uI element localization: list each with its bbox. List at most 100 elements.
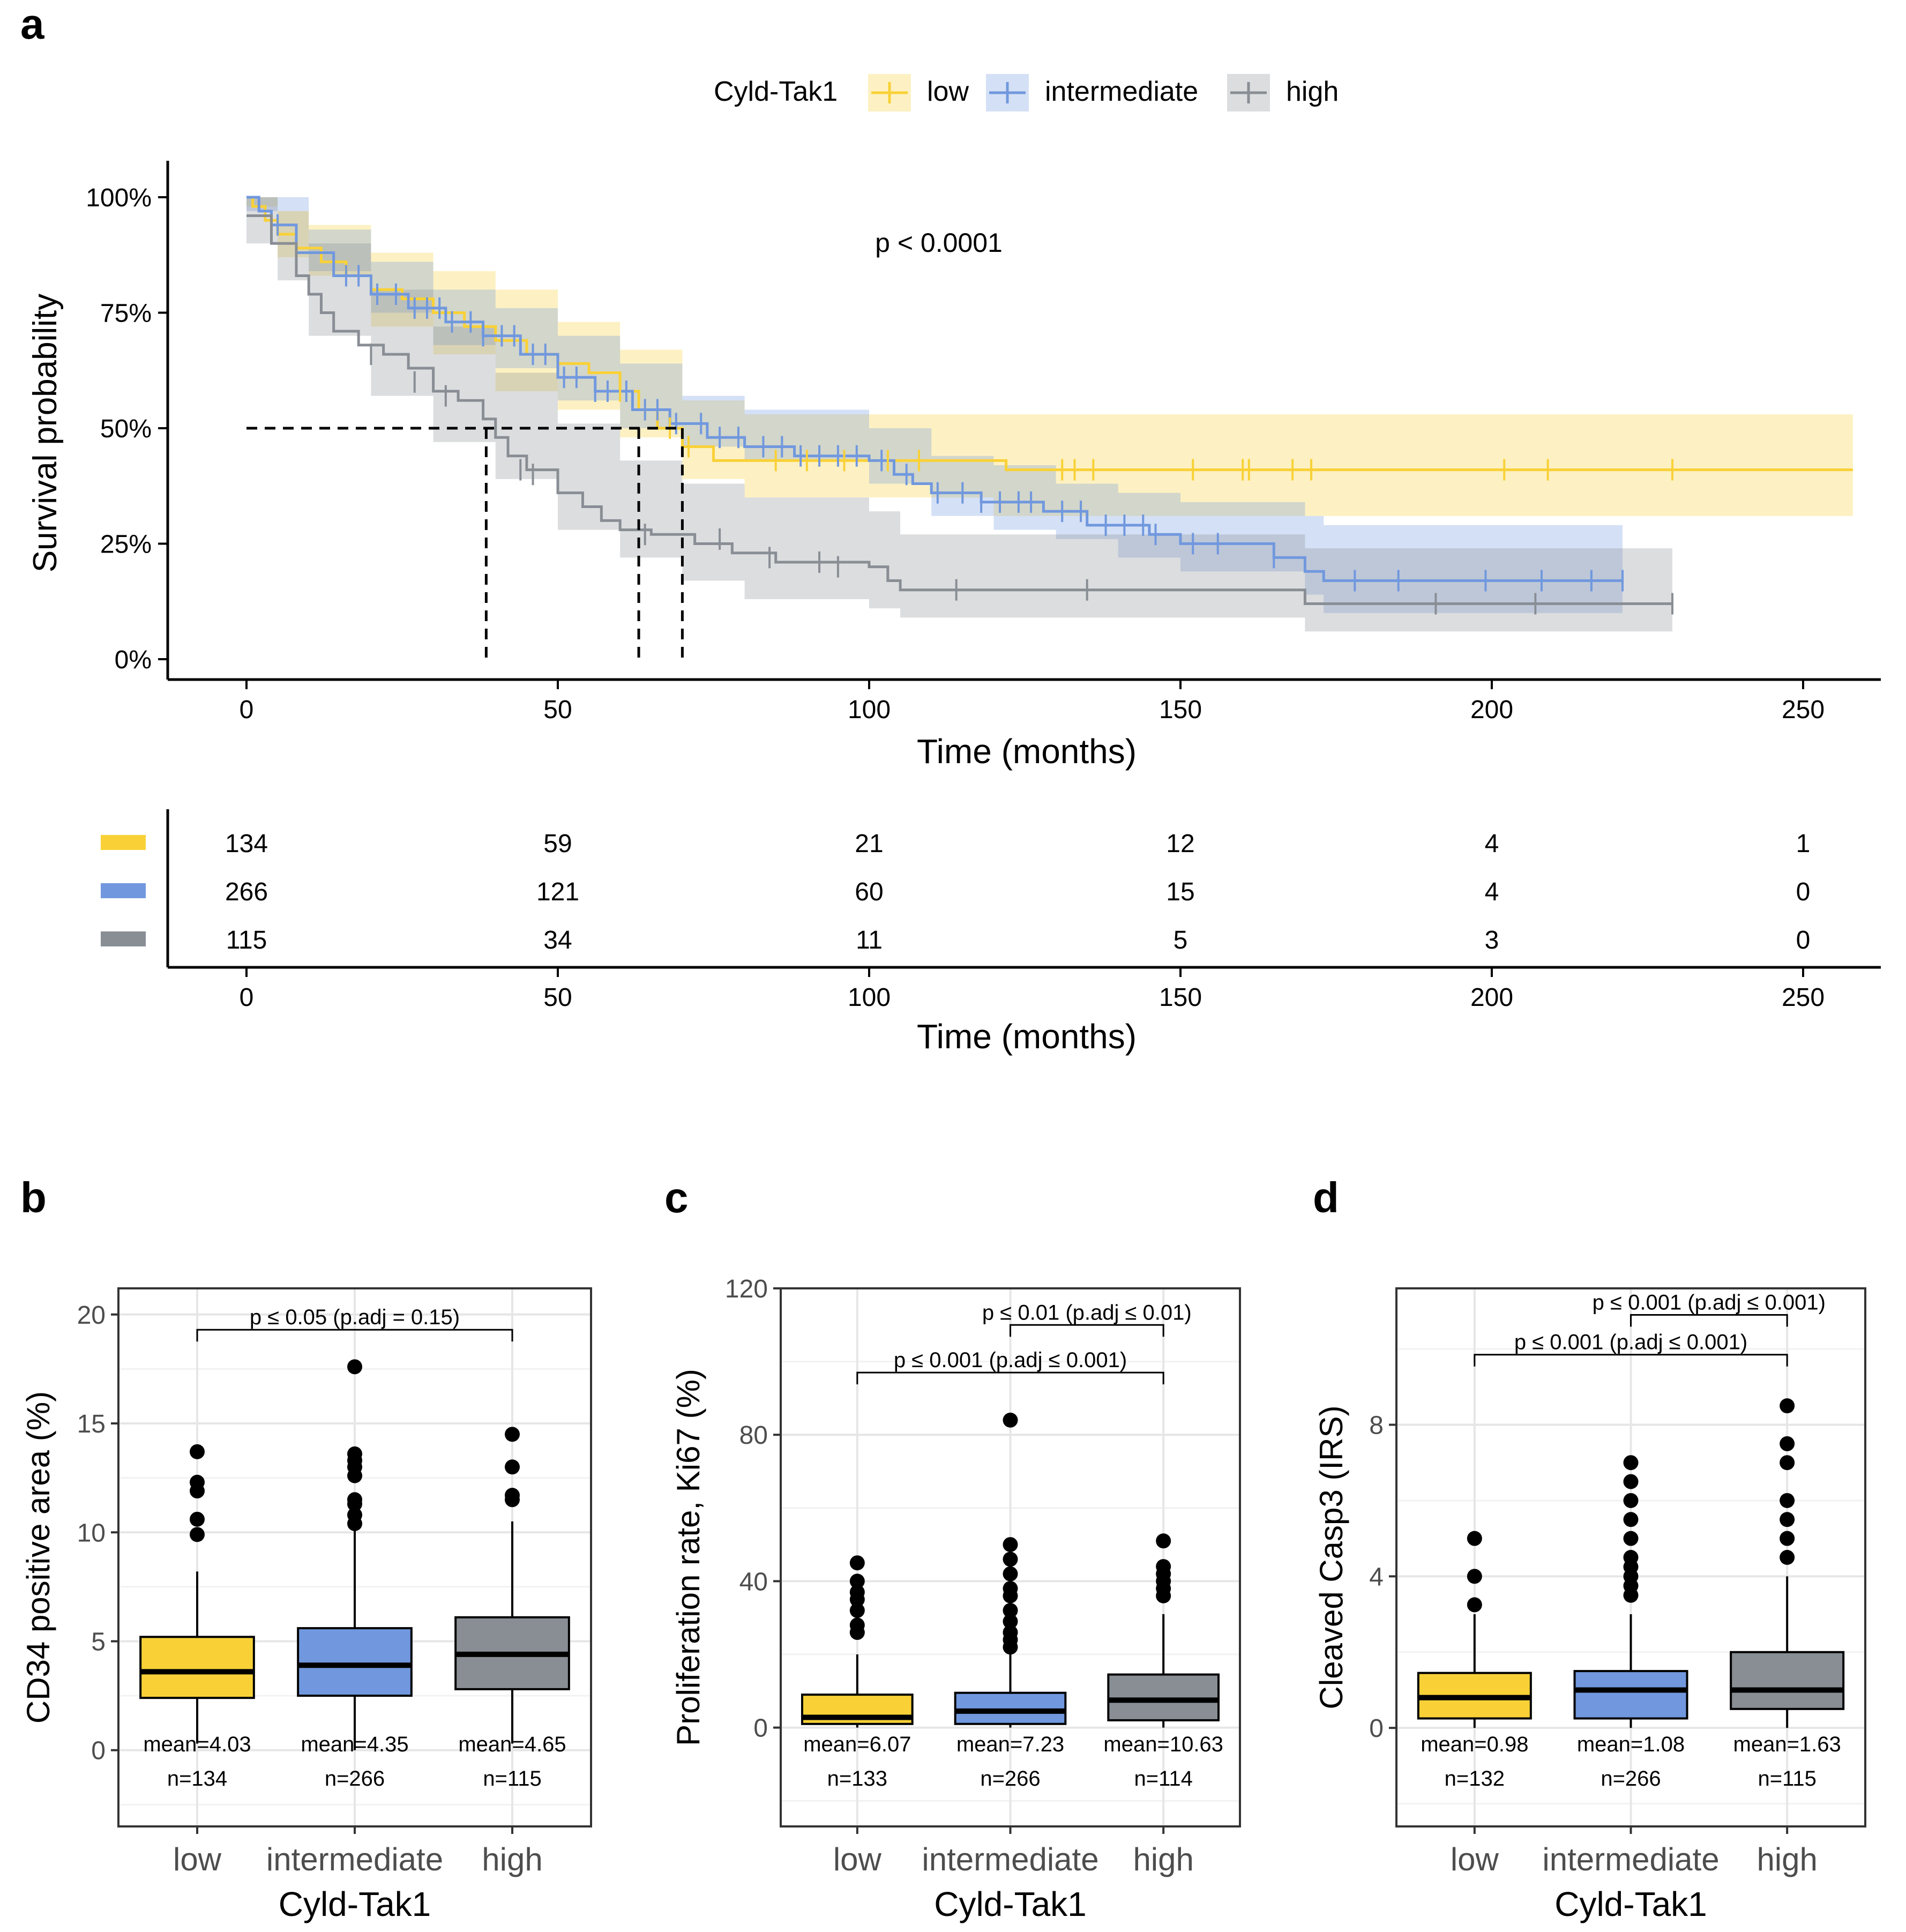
outlier-point-low	[190, 1474, 205, 1490]
outlier-point-intermediate	[1003, 1625, 1018, 1640]
outlier-point-intermediate	[347, 1359, 362, 1375]
y-tick-label: 0	[753, 1714, 768, 1743]
risk-table-cell: 4	[1485, 878, 1499, 906]
mean-label-high: mean=1.63	[1733, 1733, 1841, 1756]
outlier-point-high	[1780, 1512, 1795, 1527]
boxplot-panel-c: mean=6.07 n=133 mean=7.23 n=266 mean=10.63 n=…	[670, 1275, 1241, 1923]
outlier-point-intermediate	[1623, 1550, 1639, 1565]
risk-table-x-tick-label: 50	[543, 983, 572, 1012]
box-high	[1730, 1651, 1845, 1710]
mean-label-low: mean=4.03	[143, 1733, 251, 1756]
risk-table-xlabel: Time (months)	[917, 1017, 1137, 1056]
outlier-point-low	[849, 1603, 865, 1618]
y-tick-label: 40	[739, 1568, 768, 1596]
y-tick-label: 0	[1369, 1714, 1384, 1743]
significance-label: p ≤ 0.01 (p.adj ≤ 0.01)	[982, 1301, 1192, 1324]
significance-bracket	[1630, 1314, 1788, 1327]
risk-table-cell: 1	[1796, 830, 1811, 858]
x-category-label-high: high	[1756, 1841, 1817, 1877]
significance-bracket	[856, 1371, 1164, 1385]
y-tick-label: 80	[739, 1421, 768, 1450]
y-tick-label: 20	[77, 1301, 106, 1330]
outlier-point-high	[505, 1488, 520, 1503]
outlier-point-intermediate	[1003, 1412, 1018, 1428]
y-tick-label: 4	[1369, 1563, 1384, 1591]
x-tick-label: 50	[543, 696, 572, 724]
x-axis-title: Cyld-Tak1	[934, 1885, 1087, 1923]
legend: Cyld-Tak1 low intermediate high	[714, 74, 1339, 111]
risk-table-cell: 115	[226, 926, 267, 954]
outlier-point-intermediate	[1623, 1493, 1639, 1508]
n-label-low: n=132	[1445, 1767, 1505, 1791]
outlier-point-low	[1467, 1531, 1482, 1546]
outlier-point-low	[849, 1584, 865, 1600]
y-axis-title: CD34 positive area (%)	[20, 1391, 56, 1724]
n-label-intermediate: n=266	[325, 1767, 385, 1791]
risk-table-x-tick-label: 150	[1159, 983, 1202, 1012]
y-tick-label: 50%	[100, 415, 152, 443]
risk-table-cell: 12	[1166, 830, 1194, 858]
risk-table-cell: 4	[1485, 830, 1499, 858]
risk-table-cell: 266	[225, 878, 268, 906]
mean-label-high: mean=4.65	[458, 1733, 566, 1756]
risk-table-cell: 11	[856, 926, 883, 954]
x-axis-title: Cyld-Tak1	[1554, 1885, 1707, 1923]
outlier-point-intermediate	[1003, 1551, 1018, 1567]
outlier-point-high	[1156, 1559, 1171, 1575]
risk-table-cell: 60	[855, 878, 883, 906]
n-label-low: n=133	[827, 1767, 887, 1791]
significance-bracket	[1010, 1324, 1164, 1337]
survival-ylabel: Survival probability	[27, 294, 64, 572]
box-high	[1107, 1673, 1220, 1721]
outlier-point-low	[1467, 1597, 1482, 1613]
significance-bracket	[1474, 1354, 1788, 1367]
risk-table-cell: 121	[536, 878, 579, 906]
significance-label: p ≤ 0.05 (p.adj = 0.15)	[250, 1306, 460, 1329]
mean-label-intermediate: mean=7.23	[956, 1733, 1064, 1756]
significance-label: p ≤ 0.001 (p.adj ≤ 0.001)	[1593, 1291, 1826, 1314]
x-category-label-high: high	[482, 1841, 542, 1877]
boxplot-panel-b: mean=4.03 n=134 mean=4.35 n=266 mean=4.65 n=1…	[20, 1287, 592, 1923]
outlier-point-intermediate	[1623, 1531, 1639, 1546]
survival-annotation: p < 0.0001	[875, 228, 1003, 258]
ci-band-high	[246, 197, 1672, 632]
x-tick-label: 250	[1782, 696, 1825, 724]
n-label-high: n=115	[483, 1767, 541, 1791]
y-tick-label: 120	[725, 1275, 768, 1303]
outlier-point-intermediate	[1003, 1566, 1018, 1582]
significance-bracket	[196, 1329, 513, 1342]
risk-table-cell: 5	[1174, 926, 1188, 954]
panel-label-b: b	[20, 1174, 47, 1221]
survival-curve-low	[246, 196, 1853, 472]
risk-table-cell: 34	[543, 926, 572, 954]
risk-table-cell: 0	[1796, 878, 1811, 906]
risk-table-cell: 0	[1796, 926, 1811, 954]
n-label-intermediate: n=266	[1601, 1767, 1661, 1791]
risk-table-swatch-low	[101, 835, 146, 850]
box-intermediate	[297, 1627, 413, 1697]
outlier-point-intermediate	[1003, 1614, 1018, 1629]
risk-table-swatch-intermediate	[101, 883, 146, 898]
n-label-low: n=134	[167, 1767, 227, 1791]
y-axis-title: Proliferation rate, Ki67 (%)	[670, 1369, 706, 1746]
risk-table-x-tick-label: 100	[848, 983, 891, 1012]
x-category-label-high: high	[1133, 1841, 1193, 1877]
y-tick-label: 75%	[100, 300, 152, 328]
box-low	[139, 1636, 255, 1699]
outlier-point-intermediate	[1623, 1512, 1639, 1527]
outlier-point-intermediate	[1623, 1474, 1639, 1489]
n-label-high: n=114	[1134, 1767, 1192, 1791]
significance-label: p ≤ 0.001 (p.adj ≤ 0.001)	[894, 1348, 1127, 1372]
panel-label-c: c	[664, 1174, 689, 1221]
outlier-point-high	[505, 1459, 520, 1475]
outlier-point-intermediate	[347, 1507, 362, 1523]
y-tick-label: 100%	[86, 184, 152, 212]
box-intermediate	[954, 1691, 1067, 1725]
n-label-intermediate: n=266	[980, 1767, 1040, 1791]
y-axis-title: Cleaved Casp3 (IRS)	[1313, 1406, 1349, 1710]
boxplot-panel-d: mean=0.98 n=132 mean=1.08 n=266 mean=1.63 n=1…	[1313, 1287, 1866, 1923]
survival-curve-high	[246, 214, 1672, 606]
outlier-point-high	[1780, 1398, 1795, 1414]
outlier-point-intermediate	[1003, 1537, 1018, 1553]
